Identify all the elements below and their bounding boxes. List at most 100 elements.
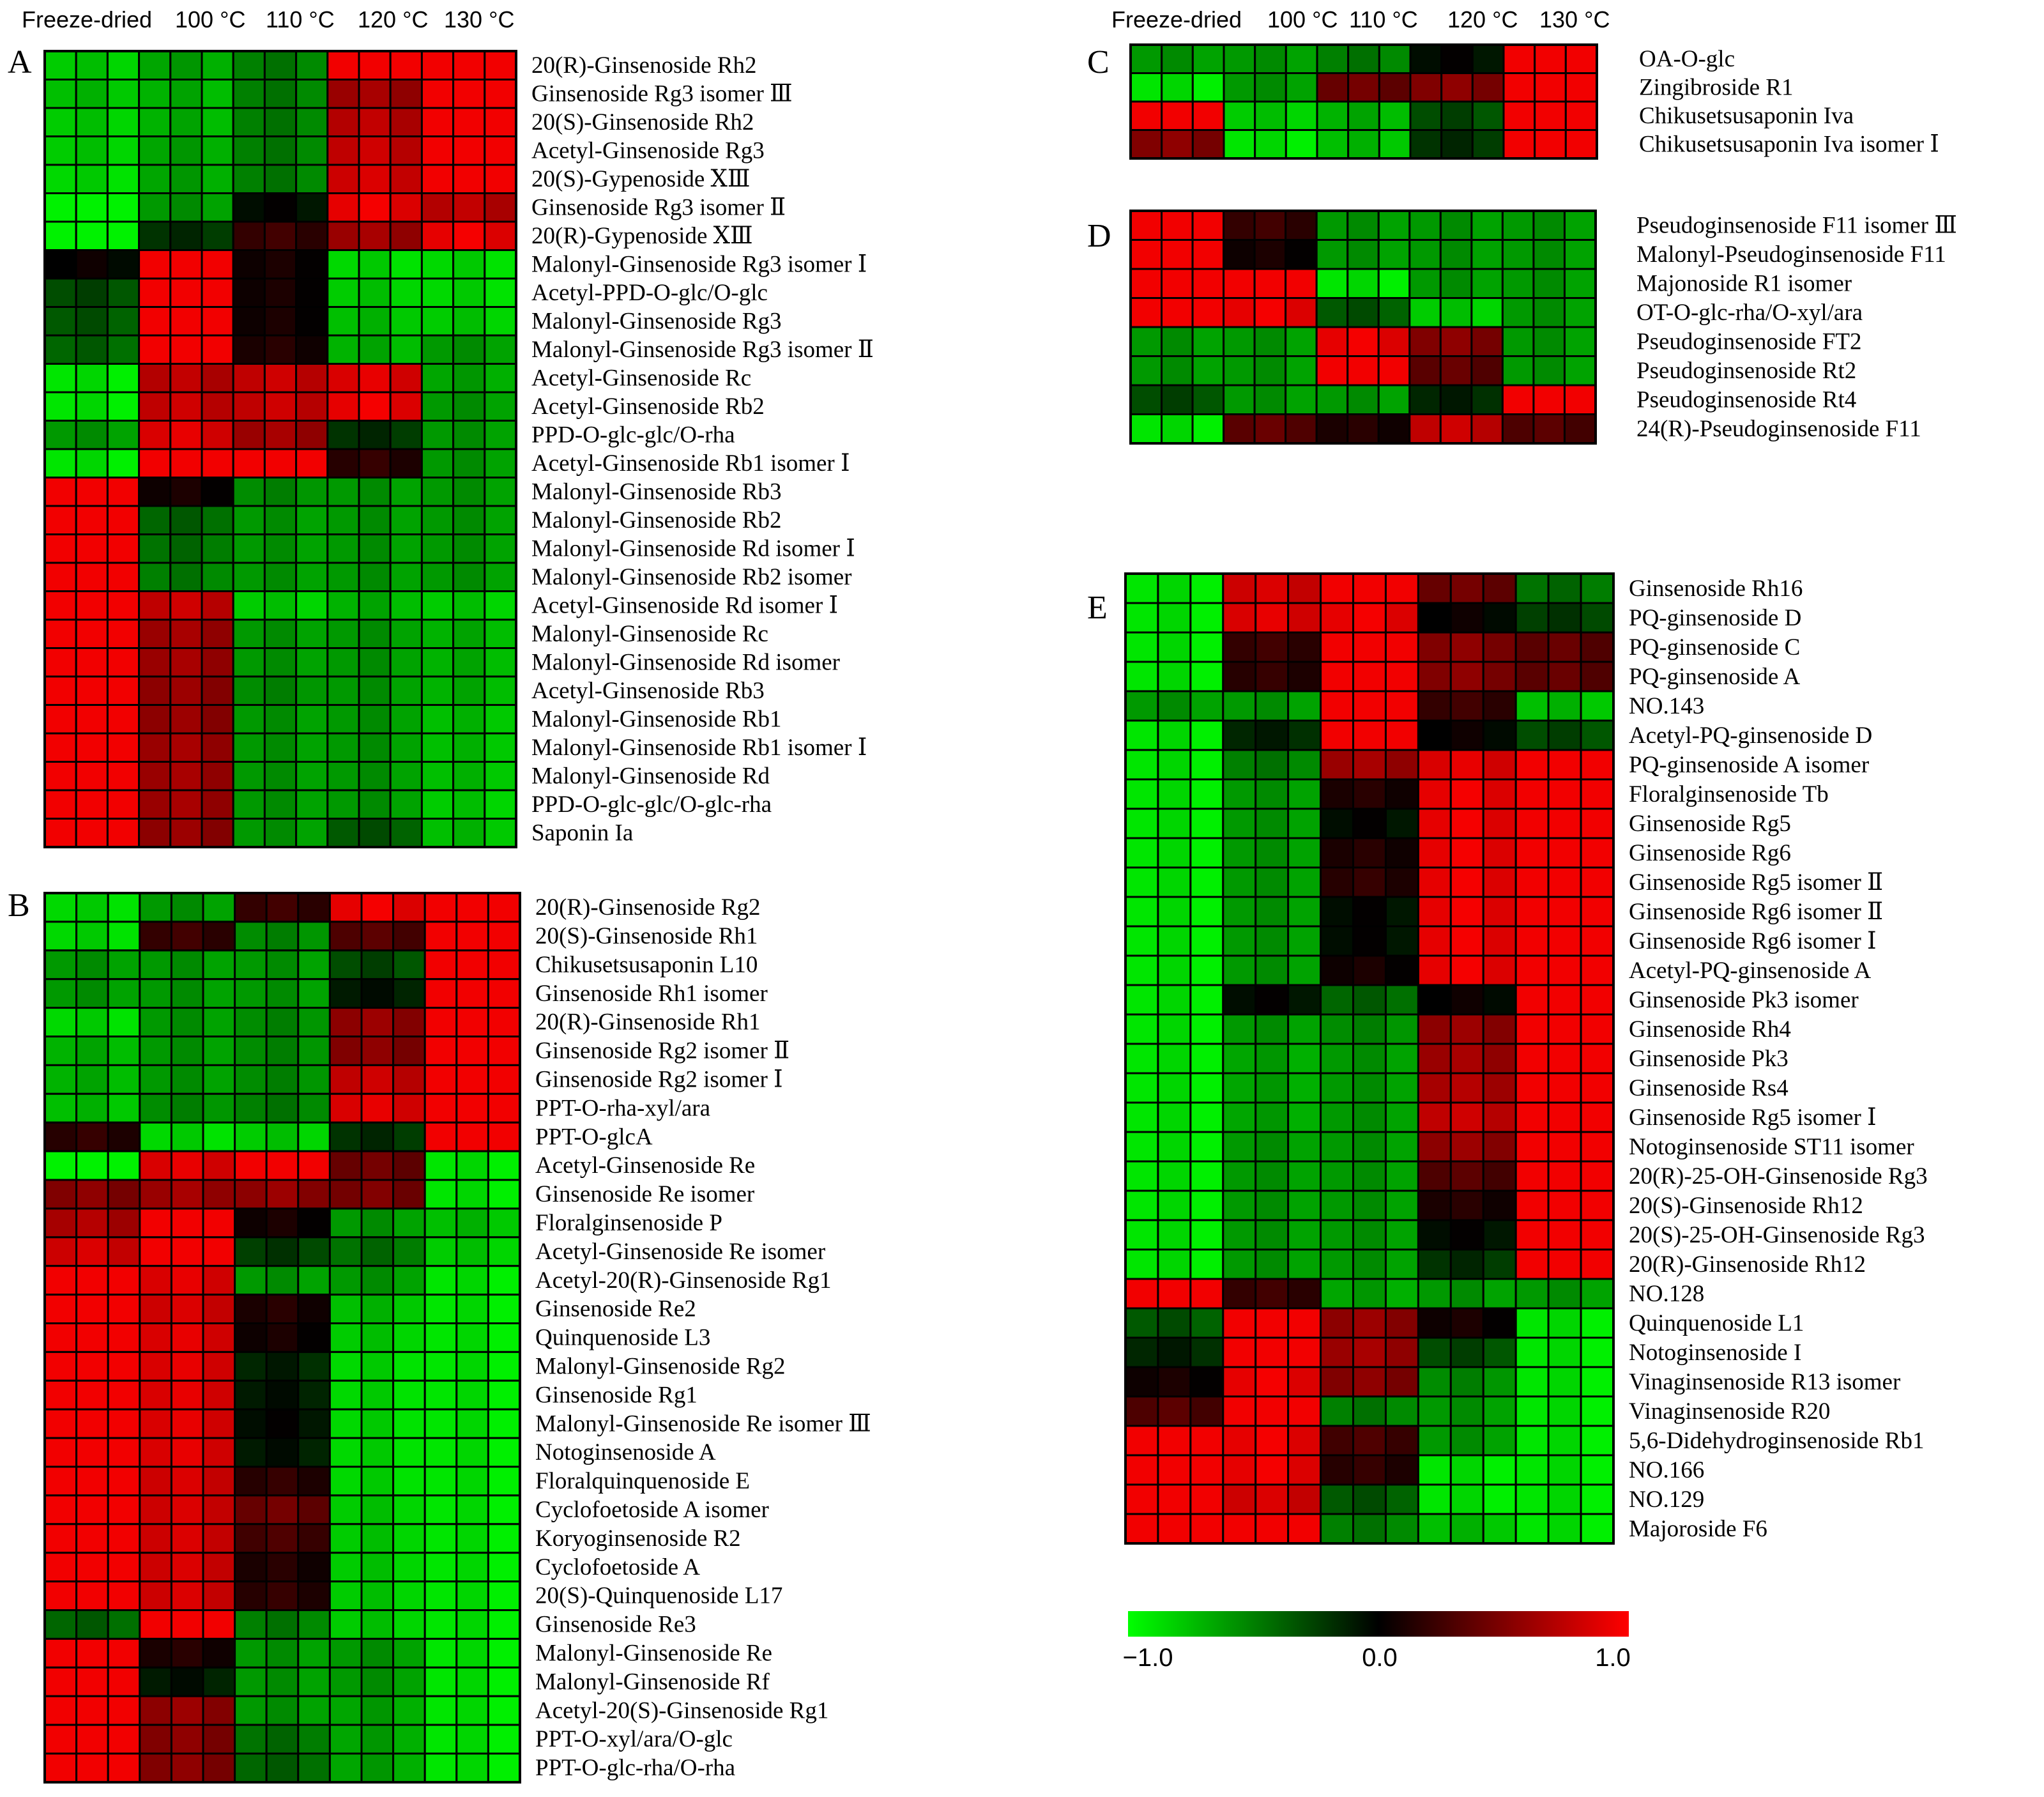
heat-cell bbox=[1287, 778, 1322, 810]
heat-cell bbox=[358, 761, 392, 791]
heat-cell bbox=[452, 306, 486, 337]
heat-cell bbox=[1409, 43, 1443, 74]
heat-cell bbox=[265, 1637, 300, 1669]
panel-letter-b: B bbox=[8, 887, 30, 924]
heat-cell bbox=[487, 1637, 521, 1669]
heat-cell bbox=[265, 1523, 300, 1554]
row-label: Saponin Ia bbox=[531, 820, 633, 846]
heat-cell bbox=[1223, 43, 1256, 74]
row-label: Malonyl-Ginsenoside Rb1 bbox=[531, 706, 782, 732]
heat-cell bbox=[1223, 129, 1256, 160]
heat-cell bbox=[1287, 1013, 1322, 1045]
heat-cell bbox=[138, 562, 172, 592]
heat-cell bbox=[1222, 1454, 1257, 1486]
heat-cell bbox=[75, 334, 109, 365]
heat-cell bbox=[1547, 1454, 1582, 1486]
heat-cell bbox=[169, 391, 203, 422]
heat-cell bbox=[1255, 1160, 1290, 1192]
heat-cell bbox=[1157, 778, 1192, 810]
heat-cell bbox=[234, 1523, 268, 1554]
heat-cell bbox=[1255, 807, 1290, 839]
heat-cell bbox=[1384, 602, 1419, 634]
heat-cell bbox=[1449, 572, 1484, 604]
heat-cell bbox=[263, 533, 298, 564]
row-label: 24(R)-Pseudoginsenoside F11 bbox=[1636, 416, 1921, 442]
heat-cell bbox=[1352, 1425, 1387, 1457]
heat-cell bbox=[1514, 1366, 1550, 1398]
heat-cell bbox=[1514, 1336, 1550, 1368]
heat-cell bbox=[420, 306, 455, 337]
heat-cell bbox=[1315, 384, 1349, 415]
heat-cell bbox=[169, 164, 203, 194]
heat-cell bbox=[265, 1179, 300, 1210]
heat-cell bbox=[392, 1379, 426, 1411]
heat-cell bbox=[1547, 1248, 1582, 1280]
heat-cell bbox=[1449, 1072, 1484, 1104]
heat-cell bbox=[232, 505, 266, 535]
heat-cell bbox=[1514, 1160, 1550, 1192]
heat-cell bbox=[1384, 1043, 1419, 1074]
row-label: Acetyl-PPD-O-glc/O-glc bbox=[531, 280, 768, 306]
heat-cell bbox=[1315, 326, 1349, 357]
row-label: Chikusetsusaponin L10 bbox=[535, 952, 758, 978]
heat-cell bbox=[1470, 239, 1504, 270]
heat-cell bbox=[423, 1552, 458, 1583]
heat-cell bbox=[487, 978, 521, 1009]
heat-cell bbox=[487, 1379, 521, 1411]
heat-cell bbox=[423, 1437, 458, 1468]
heat-cell bbox=[1482, 1219, 1517, 1251]
heat-cell bbox=[75, 306, 109, 337]
heat-cell bbox=[1580, 1307, 1615, 1339]
heat-cell bbox=[1532, 413, 1566, 445]
heat-cell bbox=[1191, 384, 1225, 415]
heat-cell bbox=[423, 1064, 458, 1095]
heat-cell bbox=[139, 1322, 172, 1353]
heat-cell bbox=[1189, 661, 1224, 692]
heat-cell bbox=[487, 1695, 521, 1726]
heat-cell bbox=[1255, 1307, 1290, 1339]
heat-cell bbox=[1255, 719, 1290, 751]
heat-cell bbox=[1482, 866, 1517, 898]
panel-border bbox=[43, 892, 521, 1784]
heat-cell bbox=[1287, 837, 1322, 869]
heat-cell bbox=[1417, 807, 1452, 839]
heat-cell bbox=[389, 420, 423, 450]
heat-cell bbox=[326, 761, 360, 791]
row-label: Ginsenoside Re2 bbox=[535, 1296, 696, 1322]
heat-cell bbox=[1417, 1454, 1452, 1486]
heat-cell bbox=[1514, 1483, 1550, 1515]
heat-cell bbox=[1189, 984, 1224, 1016]
heat-cell bbox=[265, 1465, 300, 1497]
heat-cell bbox=[1417, 602, 1452, 634]
heat-cell bbox=[360, 1322, 395, 1353]
heat-cell bbox=[1534, 43, 1567, 74]
heat-cell bbox=[43, 107, 77, 137]
header-left: Freeze-dried 100 °C 110 °C 120 °C 130 °C bbox=[22, 6, 514, 33]
heat-cell bbox=[1315, 268, 1349, 299]
row-label: PPD-O-glc-glc/O-rha bbox=[531, 422, 735, 448]
heat-cell bbox=[1124, 1278, 1159, 1310]
heat-cell bbox=[389, 135, 423, 166]
heat-cell bbox=[1417, 925, 1452, 957]
heat-cell bbox=[75, 1408, 109, 1439]
heat-cell bbox=[1449, 1307, 1484, 1339]
heat-cell bbox=[389, 533, 423, 564]
heat-cell bbox=[169, 107, 203, 137]
heat-cell bbox=[326, 192, 360, 223]
heat-cell bbox=[139, 1064, 172, 1095]
heat-cell bbox=[106, 647, 141, 678]
heat-cell bbox=[138, 50, 172, 80]
heat-cell bbox=[326, 334, 360, 365]
heat-cell bbox=[234, 1666, 268, 1697]
heat-cell bbox=[1191, 413, 1225, 445]
heat-cell bbox=[1316, 129, 1350, 160]
heat-cell bbox=[392, 1207, 426, 1239]
heat-cell bbox=[297, 949, 331, 981]
heat-cell bbox=[1124, 1425, 1159, 1457]
heat-cell bbox=[1352, 1248, 1387, 1280]
heat-cell bbox=[1482, 1395, 1517, 1427]
heat-cell bbox=[75, 1695, 109, 1726]
heat-cell bbox=[1482, 1513, 1517, 1545]
heat-cell bbox=[1161, 72, 1194, 103]
